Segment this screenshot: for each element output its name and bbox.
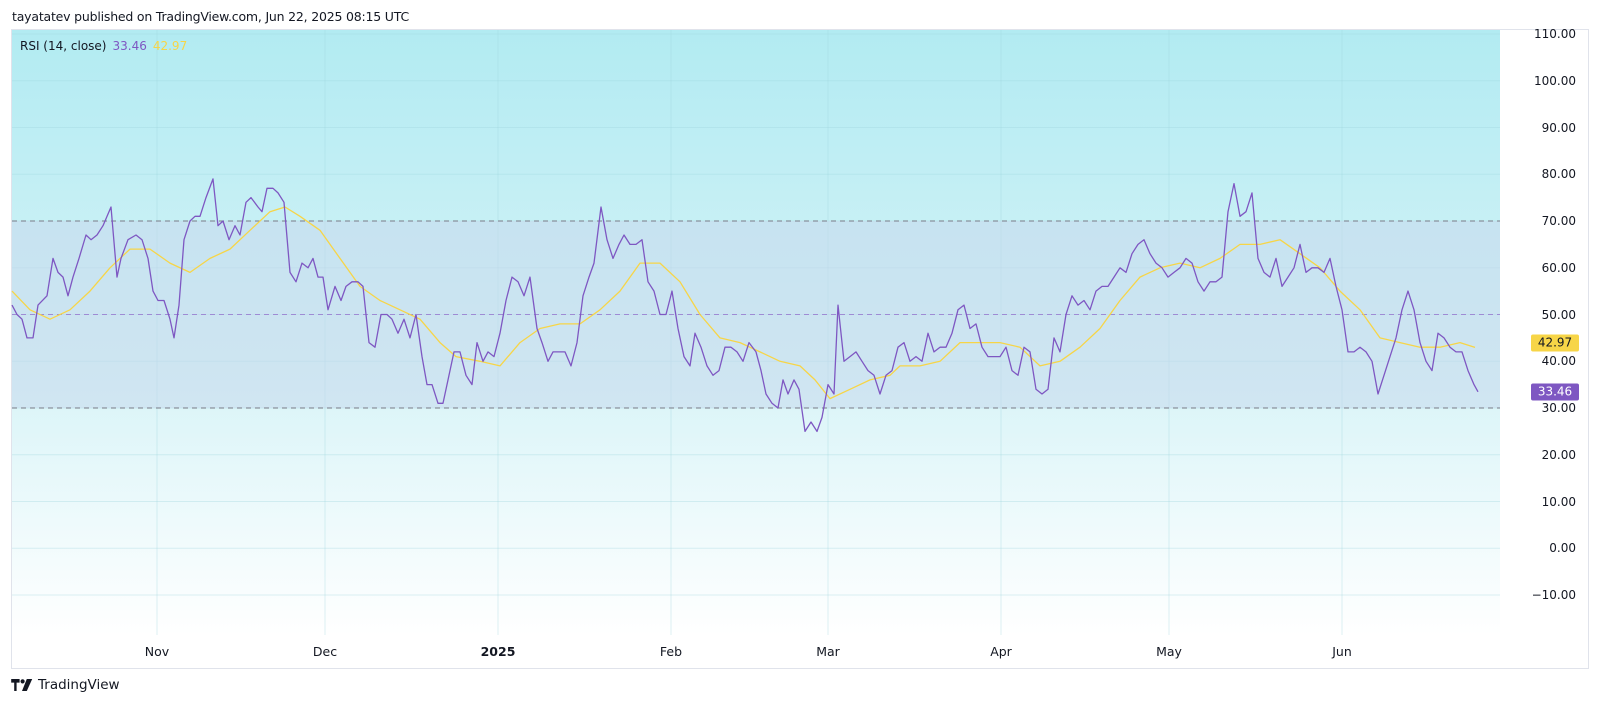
- price-scale-label: 0.00: [1549, 541, 1576, 556]
- time-scale-label: Mar: [816, 644, 840, 659]
- time-scale-label: Dec: [312, 644, 338, 659]
- ma-value: 42.97: [152, 39, 188, 53]
- price-scale-label: 20.00: [1541, 447, 1576, 462]
- time-scale-label: Feb: [659, 644, 683, 659]
- brand-name: TradingView: [38, 677, 120, 693]
- tradingview-brand[interactable]: TradingView: [11, 677, 120, 693]
- price-scale-label: 80.00: [1541, 167, 1576, 182]
- time-scale-label: May: [1156, 644, 1182, 659]
- price-scale-label: 70.00: [1541, 214, 1576, 228]
- indicator-legend[interactable]: RSI (14, close) 33.46 42.97: [20, 39, 187, 53]
- tradingview-logo-icon: [11, 679, 33, 691]
- rsi-line[interactable]: [11, 178, 1479, 433]
- time-scale-label: 2025: [480, 644, 516, 659]
- price-scale-label: 10.00: [1541, 494, 1576, 509]
- price-scale-label: 90.00: [1541, 120, 1576, 135]
- time-scale-label: Nov: [144, 644, 170, 659]
- price-scale-label: 100.00: [1534, 73, 1576, 88]
- price-scale-label: 40.00: [1541, 354, 1576, 369]
- rsi-value: 33.46: [112, 39, 147, 53]
- publisher-caption: tayatatev published on TradingView.com, …: [12, 9, 409, 24]
- rsi-ma-line[interactable]: [11, 206, 1476, 400]
- time-scale-label: Jun: [1332, 644, 1352, 659]
- indicator-name: RSI (14, close): [20, 39, 107, 53]
- time-scale-label: Apr: [990, 644, 1012, 659]
- ma-last-value-badge: 42.97: [1531, 334, 1579, 352]
- rsi-last-value-badge: 33.46: [1531, 383, 1579, 401]
- price-scale-label: 60.00: [1541, 260, 1576, 275]
- price-scale-label: 110.00: [1534, 27, 1576, 41]
- price-scale-label: 30.00: [1541, 401, 1576, 415]
- price-scale-label: −10.00: [1531, 588, 1576, 602]
- price-scale-label: 50.00: [1541, 307, 1576, 322]
